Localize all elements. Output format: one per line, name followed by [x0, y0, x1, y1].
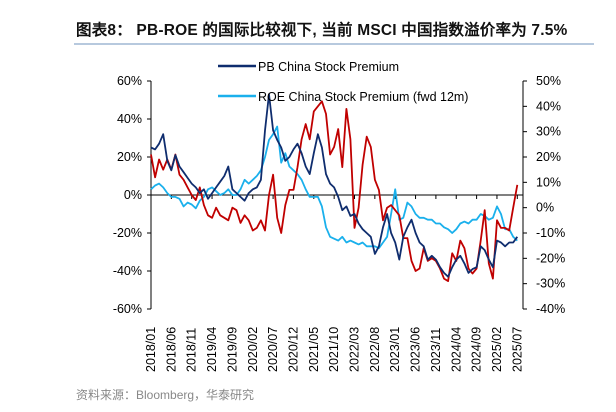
left-tick-label: 40%	[117, 112, 142, 126]
x-tick-label: 2024/09	[470, 327, 484, 372]
x-tick-label: 2020/02	[246, 327, 260, 372]
right-tick-label: -40%	[536, 302, 565, 316]
x-tick-label: 2024/04	[449, 327, 463, 372]
legend-label-1: ROE China Stock Premium (fwd 12m)	[258, 90, 468, 104]
left-tick-label: 20%	[117, 150, 142, 164]
left-tick-label: -20%	[113, 226, 142, 240]
right-tick-label: 40%	[536, 99, 561, 113]
right-tick-label: 50%	[536, 74, 561, 88]
legend-label-0: PB China Stock Premium	[258, 60, 399, 74]
x-tick-label: 2020/12	[286, 327, 300, 372]
x-tick-label: 2021/05	[307, 327, 321, 372]
right-tick-label: -30%	[536, 277, 565, 291]
series-line-0	[150, 93, 519, 278]
x-tick-label: 2019/09	[225, 327, 239, 372]
chart-title: 图表8： PB-ROE 的国际比较视下, 当前 MSCI 中国指数溢价率为 7.…	[76, 22, 568, 39]
x-tick-label: 2023/11	[429, 328, 443, 372]
x-tick-label: 2025/07	[510, 327, 524, 372]
x-tick-label: 2018/06	[164, 327, 178, 372]
left-tick-label: -60%	[113, 302, 142, 316]
source-note: 资料来源：Bloomberg，华泰研究	[76, 388, 255, 402]
right-tick-label: -20%	[536, 251, 565, 265]
x-tick-label: 2025/02	[490, 327, 504, 372]
x-tick-label: 2023/06	[409, 327, 423, 372]
left-tick-label: -40%	[113, 264, 142, 278]
left-tick-label: 60%	[117, 74, 142, 88]
right-tick-label: 0%	[536, 201, 554, 215]
left-tick-label: 0%	[124, 188, 142, 202]
series-line-2	[150, 100, 519, 282]
right-tick-label: 20%	[536, 150, 561, 164]
series-line-1	[150, 125, 518, 250]
title-divider	[74, 43, 594, 45]
x-tick-label: 2018/11	[185, 328, 199, 372]
x-tick-label: 2019/04	[205, 327, 219, 372]
right-tick-label: -10%	[536, 226, 565, 240]
x-tick-label: 2022/08	[368, 327, 382, 372]
x-tick-label: 2023/01	[388, 327, 402, 372]
x-tick-label: 2018/01	[144, 327, 158, 372]
x-tick-label: 2022/03	[348, 327, 362, 372]
right-tick-label: 10%	[536, 175, 561, 189]
right-tick-label: 30%	[536, 125, 561, 139]
x-tick-label: 2020/07	[266, 327, 280, 372]
x-tick-label: 2021/10	[327, 327, 341, 372]
